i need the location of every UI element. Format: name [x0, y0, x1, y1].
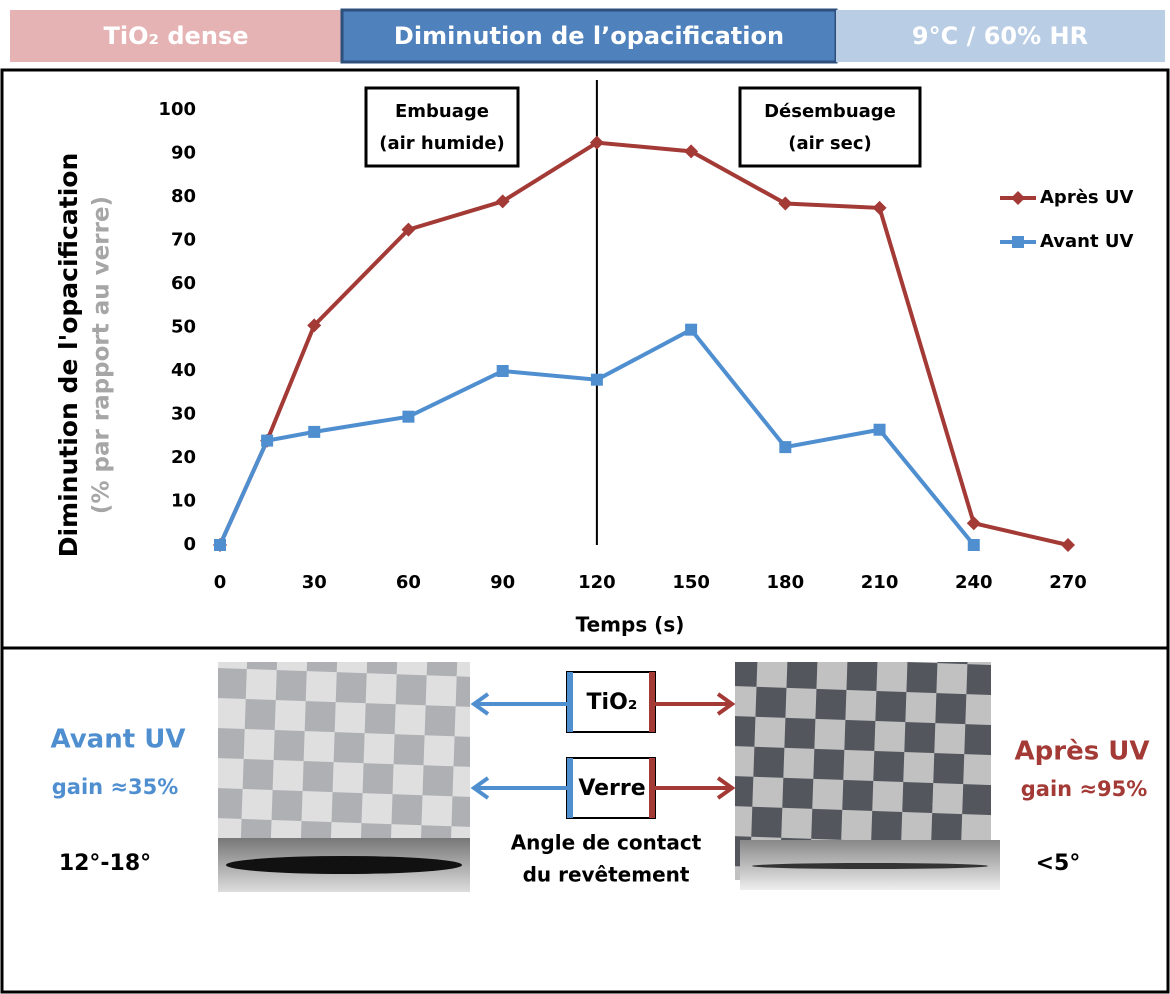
marker — [685, 323, 698, 336]
x-tick-label: 150 — [672, 572, 710, 593]
y-tick-label: 60 — [171, 273, 196, 294]
y-tick-label: 0 — [183, 534, 196, 555]
annotation-box — [364, 86, 520, 168]
right-label: Après UV — [1015, 737, 1150, 767]
sample-label: TiO₂ — [587, 690, 638, 715]
x-tick-label: 90 — [490, 572, 515, 593]
sample-box-edge — [649, 672, 655, 732]
legend-label: Après UV — [1040, 187, 1133, 208]
frame — [0, 68, 1170, 994]
y-tick-label: 40 — [171, 360, 196, 381]
marker — [873, 423, 886, 436]
y-tick-label: 80 — [171, 186, 196, 207]
marker — [779, 441, 792, 454]
chart: 0 10 20 30 40 50 60 70 80 90 100 0 30 60 90 120 150 180 21… — [54, 80, 1133, 637]
marker — [589, 135, 604, 150]
arrow — [655, 692, 736, 716]
x-tick-label: 180 — [767, 572, 805, 593]
y-tick-label: 30 — [171, 404, 196, 425]
left-angle: 12°-18° — [59, 851, 151, 876]
annotation: Désembuage — [764, 101, 896, 122]
arrow — [470, 776, 567, 800]
x-tick-label: 0 — [214, 572, 227, 593]
left-label: Avant UV — [51, 725, 186, 755]
annotation-box — [738, 86, 922, 168]
x-tick-label: 120 — [578, 572, 616, 593]
x-tick-label: 30 — [302, 572, 327, 593]
header-box — [836, 10, 1165, 62]
x-tick-label: 210 — [861, 572, 899, 593]
header-box — [10, 10, 342, 62]
marker — [966, 516, 981, 531]
y-tick-label: 10 — [171, 491, 196, 512]
droplet — [752, 863, 988, 869]
right-gain: gain ≈95% — [1021, 777, 1148, 801]
angle-caption: du revêtement — [523, 863, 690, 887]
sample-label: Verre — [578, 776, 645, 801]
series-line — [218, 140, 1069, 547]
marker — [402, 410, 415, 423]
angle-caption: Angle de contact — [511, 831, 702, 855]
header-box — [340, 8, 838, 64]
annotation: (air sec) — [788, 133, 872, 154]
series-line — [218, 327, 976, 547]
left-gain: gain ≈35% — [52, 775, 179, 799]
droplet — [226, 856, 462, 874]
y-tick-label: 70 — [171, 230, 196, 251]
y-tick-label: 50 — [171, 317, 196, 338]
annotation: Embuage — [395, 101, 489, 122]
y-tick-label: 90 — [171, 143, 196, 164]
marker — [261, 434, 274, 447]
marker — [401, 222, 416, 237]
marker — [308, 425, 321, 438]
sample-box-edge — [649, 758, 655, 818]
x-tick-label: 60 — [396, 572, 421, 593]
lower-panel: TiO₂ Verre Avant UV gain ≈35% Après UV g… — [51, 662, 1150, 892]
header-material: TiO₂ dense — [104, 22, 249, 50]
y-axis-title: Diminution de l'opacification — [54, 153, 83, 558]
marker — [495, 194, 510, 209]
header-conditions: 9°C / 60% HR — [912, 22, 1088, 50]
sample-box-edge — [567, 672, 573, 732]
marker — [307, 318, 322, 333]
marker — [214, 539, 226, 551]
y-tick-label: 100 — [158, 99, 196, 120]
marker — [496, 365, 509, 377]
marker — [872, 200, 887, 215]
annotation: (air humide) — [379, 133, 505, 154]
marker — [967, 539, 980, 551]
arrow — [470, 692, 567, 716]
y-tick-label: 20 — [171, 447, 196, 468]
x-tick-label: 270 — [1049, 572, 1087, 593]
marker — [684, 144, 699, 159]
legend-label: Avant UV — [1040, 231, 1133, 252]
arrow — [655, 776, 736, 800]
y-axis-subtitle: (% par rapport au verre) — [89, 196, 115, 514]
marker — [1061, 538, 1075, 552]
marker — [1011, 191, 1025, 205]
marker — [778, 196, 793, 211]
marker — [1012, 236, 1024, 248]
right-angle: <5° — [1036, 851, 1081, 876]
sample-box-edge — [567, 758, 573, 818]
x-tick-label: 240 — [955, 572, 993, 593]
header-title: Diminution de l’opacification — [394, 22, 784, 50]
marker — [590, 373, 603, 386]
x-axis-title: Temps (s) — [576, 613, 685, 637]
